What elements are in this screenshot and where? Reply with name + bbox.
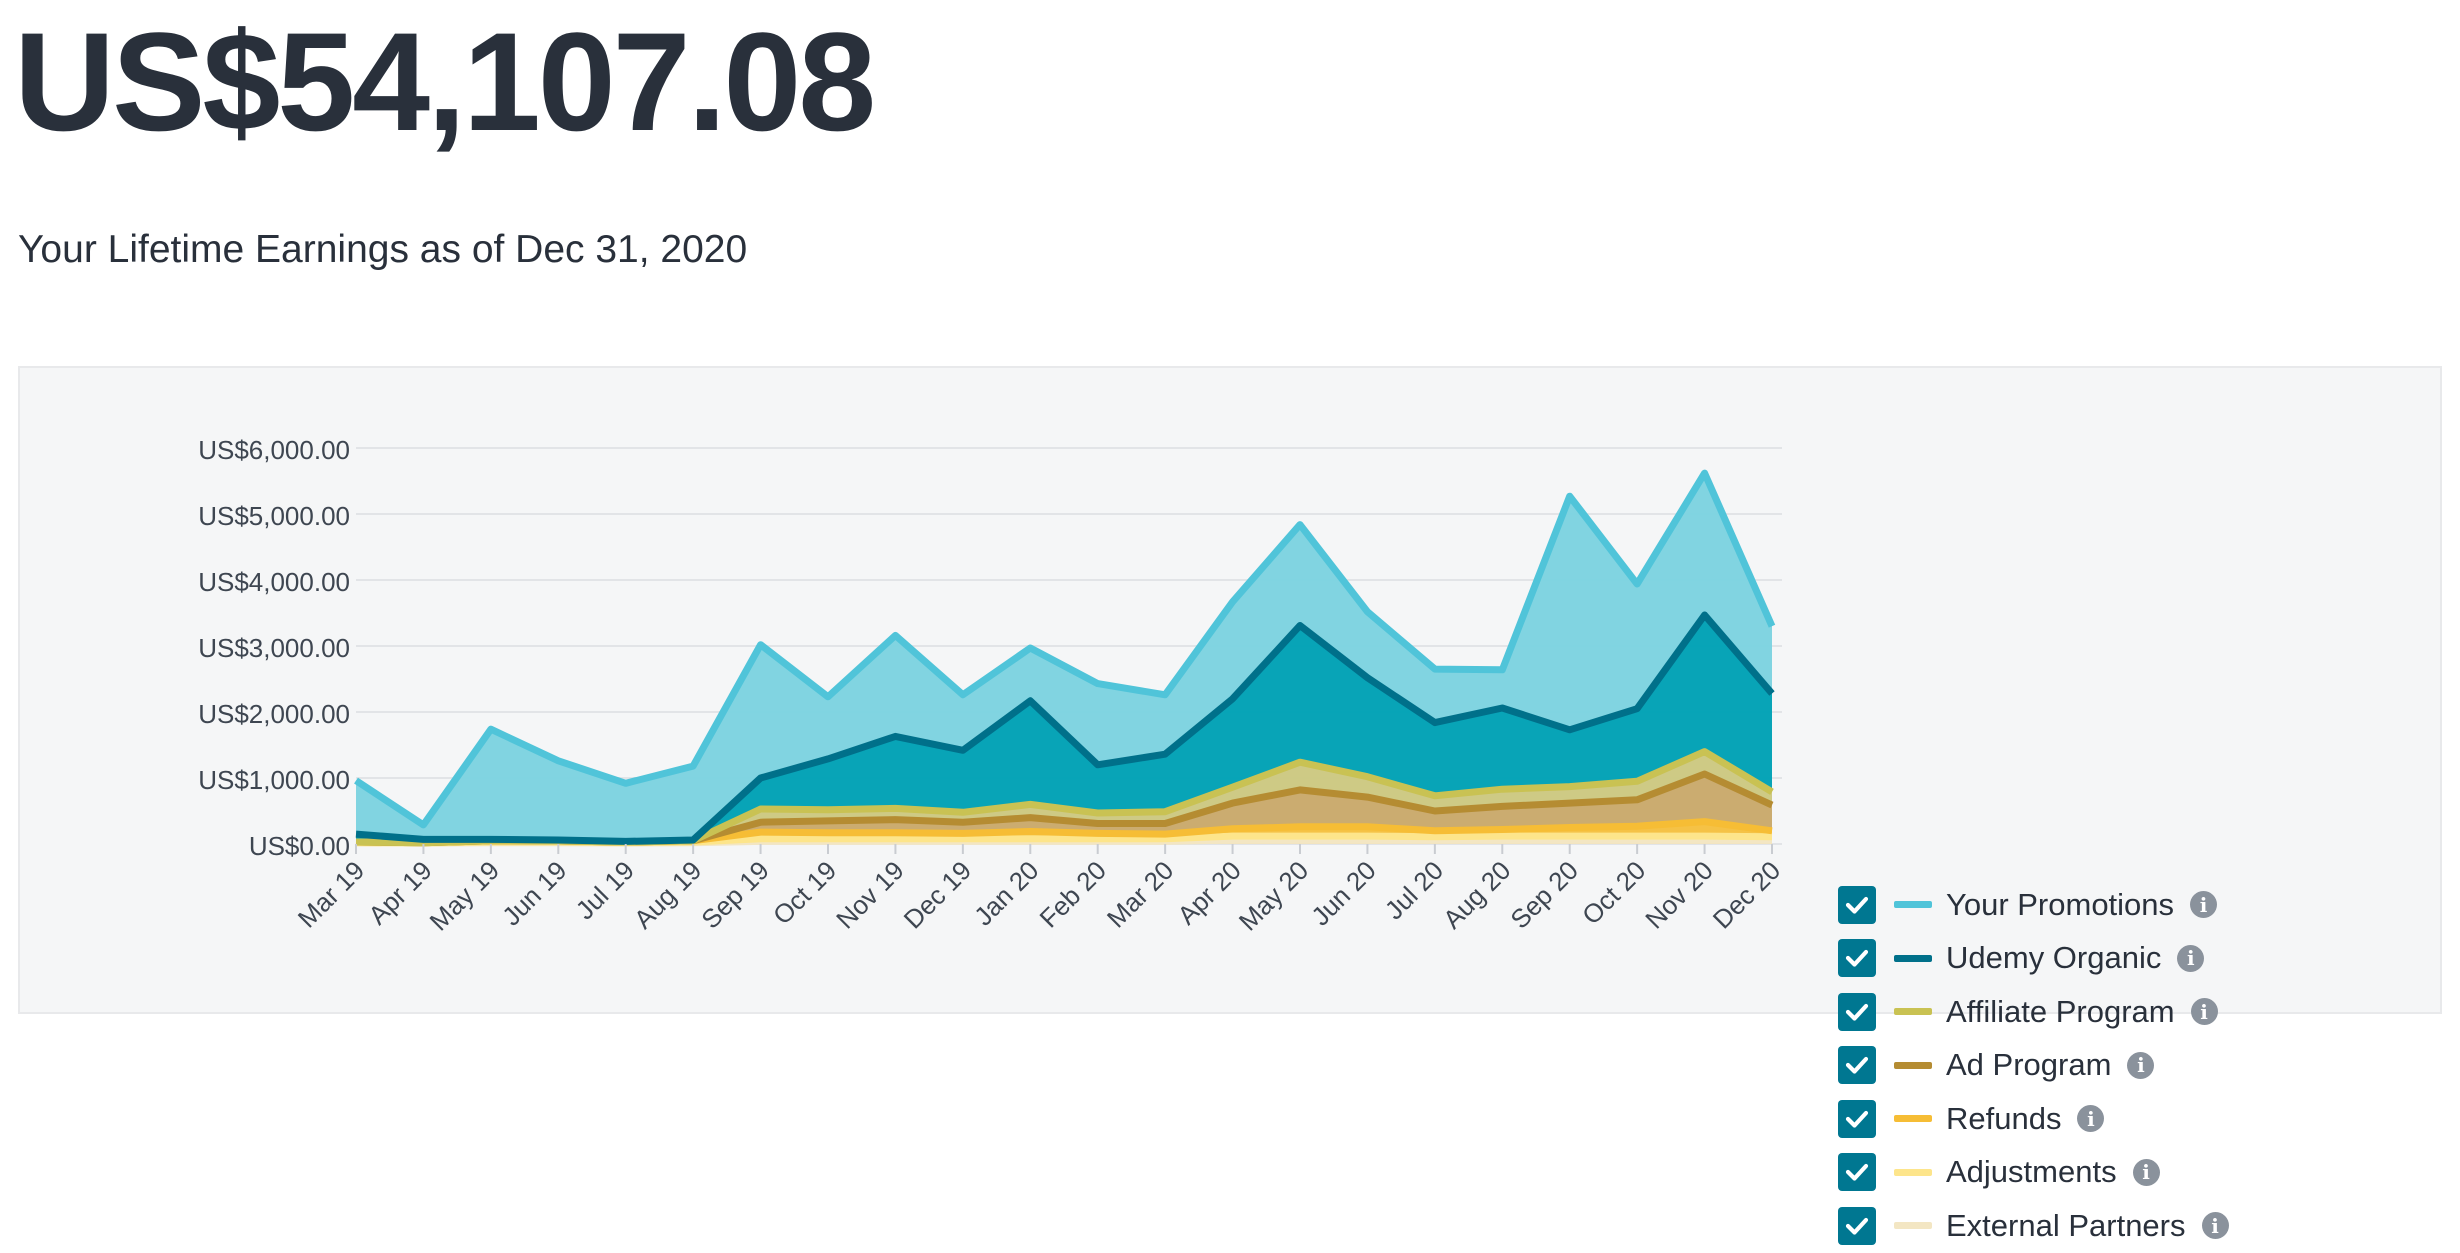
area-udemy-organic (356, 615, 1772, 843)
info-icon[interactable]: i (2177, 944, 2205, 972)
y-tick-label: US$1,000.00 (198, 765, 350, 795)
x-tick-label: Jun 19 (496, 855, 572, 931)
x-tick-label: Dec 19 (898, 855, 977, 934)
y-tick-label: US$6,000.00 (198, 435, 350, 465)
legend-swatch (1894, 1115, 1932, 1123)
checkmark-icon (1845, 1057, 1869, 1074)
x-tick-label: Jun 20 (1305, 855, 1381, 931)
checkmark-icon (1845, 950, 1869, 967)
series-line-your-promotions (354, 469, 1776, 829)
legend-checkbox-udemy-organic[interactable] (1838, 939, 1876, 978)
legend-checkbox-adjustments[interactable] (1838, 1153, 1876, 1192)
earnings-chart-panel: US$0.00 US$1,000.00 US$2,000.00 US$3,000.00… (18, 366, 2442, 1245)
legend-checkbox-external-partners[interactable] (1838, 1206, 1876, 1245)
x-tick-label: Oct 19 (767, 855, 842, 930)
x-tick-label: May 20 (1233, 855, 1315, 937)
legend-item-refunds[interactable]: Refunds i (1838, 1092, 2229, 1146)
info-icon[interactable]: i (2201, 1212, 2229, 1240)
checkmark-icon (1845, 1217, 1869, 1235)
legend-label: Udemy Organic (1946, 940, 2162, 976)
lifetime-earnings-total: US$54,107.08 (14, 3, 876, 160)
legend-swatch (1894, 1168, 1932, 1176)
legend-label: Refunds (1946, 1100, 2062, 1136)
y-tick-label: US$2,000.00 (198, 699, 350, 729)
legend-item-external-partners[interactable]: External Partners i (1838, 1199, 2229, 1253)
x-tick-label: Sep 19 (695, 855, 774, 934)
legend-label: External Partners (1946, 1207, 2186, 1243)
checkmark-icon (1845, 896, 1869, 914)
legend-swatch (1894, 954, 1932, 962)
area-ad-program (356, 774, 1772, 843)
legend-swatch (1894, 901, 1932, 909)
legend-checkbox-ad-program[interactable] (1838, 1046, 1876, 1085)
x-tick-label: Mar 20 (1101, 855, 1179, 933)
y-tick-label: US$0.00 (249, 831, 350, 861)
legend-checkbox-refunds[interactable] (1838, 1099, 1876, 1138)
series-line-udemy-organic (355, 611, 1775, 845)
x-tick-label: Nov 20 (1639, 855, 1718, 934)
lifetime-earnings-subtitle: Your Lifetime Earnings as of Dec 31, 202… (18, 228, 748, 271)
x-tick-label: May 19 (424, 855, 506, 937)
x-tick-label: Jan 20 (968, 855, 1044, 931)
x-tick-label: Aug 20 (1437, 855, 1516, 934)
legend-label: Adjustments (1946, 1154, 2117, 1190)
checkmark-icon (1845, 1003, 1869, 1021)
info-icon[interactable]: i (2132, 1158, 2160, 1186)
chart-legend: Your Promotions i Udemy Organic i Affiliate … (1838, 878, 2229, 1253)
legend-checkbox-affiliate-program[interactable] (1838, 992, 1876, 1031)
legend-label: Ad Program (1946, 1047, 2112, 1083)
y-tick-label: US$3,000.00 (198, 633, 350, 663)
legend-label: Affiliate Program (1946, 993, 2175, 1029)
info-icon[interactable]: i (2190, 891, 2218, 919)
earnings-chart: US$0.00 US$1,000.00 US$2,000.00 US$3,000.00… (198, 435, 1786, 937)
x-tick-label: Nov 19 (830, 855, 909, 934)
x-tick-label: Sep 20 (1504, 855, 1583, 934)
x-tick-label: Dec 20 (1707, 855, 1786, 934)
x-tick-label: Mar 19 (292, 855, 370, 933)
x-tick-label: Oct 20 (1576, 855, 1651, 930)
checkmark-icon (1845, 1110, 1869, 1128)
legend-item-your-promotions[interactable]: Your Promotions i (1838, 878, 2229, 932)
area-affiliate-program (356, 751, 1772, 843)
legend-swatch (1894, 1061, 1932, 1069)
info-icon[interactable]: i (2190, 998, 2218, 1026)
legend-item-affiliate-program[interactable]: Affiliate Program i (1838, 985, 2229, 1039)
legend-item-udemy-organic[interactable]: Udemy Organic i (1838, 932, 2229, 986)
y-tick-label: US$5,000.00 (198, 501, 350, 531)
checkmark-icon (1845, 1164, 1869, 1181)
legend-label: Your Promotions (1946, 886, 2175, 922)
legend-checkbox-your-promotions[interactable] (1838, 885, 1876, 924)
area-your-promotions (356, 473, 1772, 842)
legend-swatch (1894, 1008, 1932, 1016)
legend-item-ad-program[interactable]: Ad Program i (1838, 1039, 2229, 1093)
info-icon[interactable]: i (2127, 1051, 2155, 1079)
info-icon[interactable]: i (2077, 1105, 2105, 1133)
x-tick-label: Feb 20 (1034, 855, 1112, 933)
x-tick-label: Aug 19 (628, 855, 707, 934)
legend-item-adjustments[interactable]: Adjustments i (1838, 1146, 2229, 1200)
y-tick-label: US$4,000.00 (198, 567, 350, 597)
legend-swatch (1894, 1222, 1932, 1230)
